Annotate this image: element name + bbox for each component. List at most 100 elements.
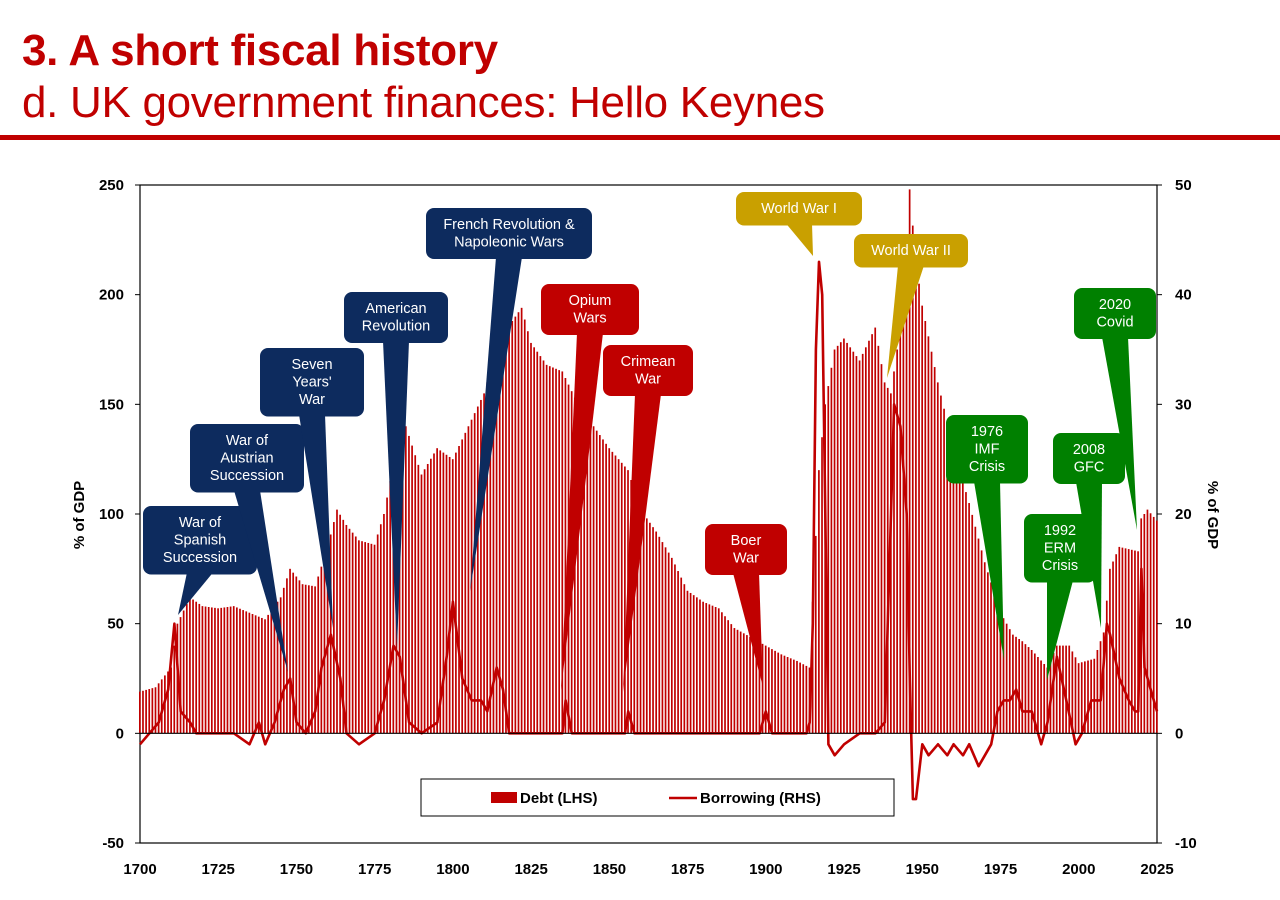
debt-bar (974, 526, 977, 734)
debt-bar (286, 578, 288, 734)
callout-text: World War I (761, 201, 837, 217)
debt-bar (774, 650, 776, 734)
debt-bar (1146, 509, 1149, 734)
annotation-callout: Opium Wars (541, 284, 639, 690)
debt-bar (915, 261, 917, 734)
debt-bar (389, 481, 392, 734)
callout-box (143, 506, 257, 575)
callout-text: World War II (871, 243, 951, 259)
debt-bar (1149, 513, 1152, 734)
debt-bar (561, 371, 564, 734)
debt-bar (1012, 634, 1014, 734)
debt-bar (1090, 659, 1092, 734)
debt-bar (254, 615, 257, 734)
debt-bar (633, 489, 636, 734)
callout-pointer (887, 265, 924, 378)
callout-pointer (733, 573, 763, 687)
debt-bar (883, 382, 886, 734)
debt-bar (548, 366, 551, 734)
debt-bar (987, 572, 989, 734)
debt-bar (652, 527, 654, 734)
debt-bar (401, 433, 404, 734)
title-rule (0, 135, 1280, 140)
debt-bar (473, 413, 476, 734)
debt-bar (201, 606, 204, 734)
debt-bar (295, 576, 298, 734)
debt-bar (605, 443, 607, 734)
debt-bar (304, 584, 307, 734)
callout-text: Napoleonic Wars (454, 235, 564, 251)
debt-bar (677, 571, 679, 734)
debt-bar (849, 347, 852, 734)
callout-box (190, 424, 304, 493)
debt-bar (157, 683, 160, 734)
debt-bar (708, 604, 711, 734)
debt-bar (451, 459, 454, 734)
debt-bar (599, 435, 601, 734)
debt-bar (1027, 647, 1030, 734)
callout-box (946, 415, 1028, 484)
debt-bar (739, 631, 742, 734)
callout-box (603, 345, 693, 396)
debt-bar (210, 607, 213, 734)
debt-bar (264, 619, 266, 734)
debt-bar (965, 492, 967, 734)
debt-bar (852, 351, 855, 734)
debt-bar (204, 606, 207, 734)
debt-bar (902, 281, 905, 734)
debt-bar (555, 368, 557, 734)
debt-bar (1068, 645, 1071, 734)
debt-bar (358, 540, 360, 734)
callout-pointer (1047, 580, 1073, 680)
callout-text: ERM (1044, 541, 1076, 557)
debt-bar (777, 652, 780, 734)
debt-bar (430, 458, 432, 734)
debt-bar (511, 320, 514, 734)
callout-text: Spanish (174, 533, 226, 549)
debt-bar (983, 562, 986, 734)
debt-bar (877, 345, 880, 734)
debt-bar (636, 499, 639, 734)
debt-bar (545, 364, 548, 734)
callout-text: French Revolution & (443, 217, 575, 233)
callout-pointer (1102, 337, 1137, 530)
debt-bar (764, 645, 767, 734)
debt-bar (1134, 550, 1136, 734)
y-right-tick-label: 30 (1175, 396, 1192, 413)
y-left-tick-label: 250 (99, 177, 124, 194)
debt-bar (658, 536, 661, 734)
callout-pointer (178, 572, 213, 615)
debt-bar (886, 387, 889, 734)
debt-bar (1152, 516, 1155, 734)
debt-bar (864, 347, 867, 734)
debt-bar (448, 456, 451, 734)
debt-bar (908, 189, 911, 734)
debt-bar (192, 599, 194, 734)
debt-bar (458, 446, 460, 734)
debt-bar (1118, 546, 1121, 734)
debt-bar (1121, 547, 1124, 734)
debt-bar (1115, 554, 1118, 734)
callout-text: Boer (731, 533, 762, 549)
legend-swatch-debt (491, 792, 517, 803)
debt-bar (1093, 658, 1096, 734)
debt-bar (592, 426, 595, 734)
debt-bar (392, 464, 395, 734)
debt-bar (655, 531, 658, 734)
debt-bar (586, 417, 589, 734)
x-tick-label: 1725 (202, 861, 235, 878)
x-tick-label: 1775 (358, 861, 391, 878)
debt-bar (530, 342, 532, 734)
debt-bar (1080, 662, 1083, 734)
debt-bar (999, 612, 1002, 734)
debt-bar (758, 642, 761, 734)
debt-bar (1156, 520, 1158, 734)
debt-bar (301, 584, 304, 734)
y-right-tick-label: 40 (1175, 287, 1192, 304)
debt-bar (642, 514, 645, 734)
debt-bar (968, 503, 970, 734)
debt-bar (379, 524, 382, 734)
debt-bar (185, 603, 188, 734)
callout-pointer (383, 341, 409, 648)
debt-bar (292, 572, 295, 734)
